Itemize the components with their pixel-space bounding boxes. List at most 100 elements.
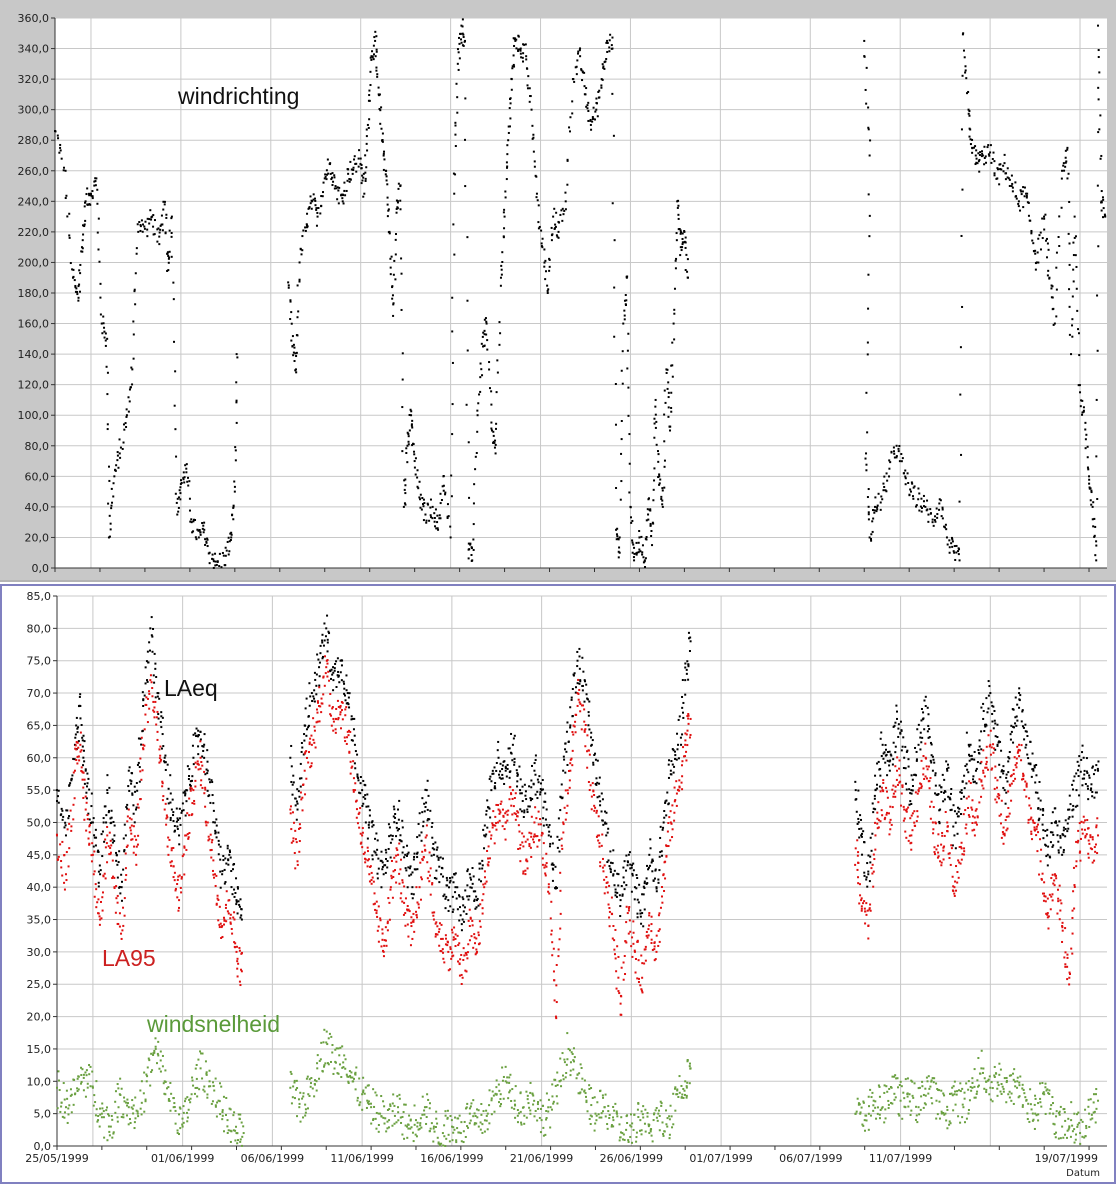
data-point: [630, 890, 633, 893]
data-point: [160, 747, 163, 750]
data-point: [481, 374, 484, 377]
data-point: [166, 251, 169, 254]
data-point: [326, 675, 329, 678]
data-point: [684, 241, 687, 244]
data-point: [427, 794, 430, 797]
data-point: [1042, 899, 1045, 902]
data-point: [663, 816, 666, 819]
data-point: [1007, 771, 1010, 774]
data-point: [975, 782, 978, 785]
data-point: [871, 509, 874, 512]
data-point: [534, 773, 537, 776]
data-point: [882, 482, 885, 485]
data-point: [223, 923, 226, 926]
data-point: [454, 891, 457, 894]
data-point: [349, 730, 352, 733]
data-point: [908, 493, 911, 496]
data-point: [1073, 775, 1076, 778]
data-point: [544, 872, 547, 875]
data-point: [152, 233, 155, 236]
data-point: [1040, 848, 1043, 851]
data-point: [213, 876, 216, 879]
data-point: [325, 666, 328, 669]
data-point: [636, 877, 639, 880]
data-point: [874, 774, 877, 777]
data-point: [348, 180, 351, 183]
data-point: [486, 339, 489, 342]
data-point: [170, 808, 173, 811]
data-point: [294, 352, 297, 355]
data-point: [615, 533, 618, 536]
data-point: [580, 728, 583, 731]
data-point: [601, 833, 604, 836]
data-point: [315, 721, 318, 724]
data-point: [547, 826, 550, 829]
data-point: [363, 851, 366, 854]
data-point: [513, 797, 516, 800]
data-point: [972, 775, 975, 778]
data-point: [450, 474, 453, 477]
data-point: [606, 41, 609, 44]
data-point: [210, 779, 213, 782]
data-point: [1071, 295, 1074, 298]
data-point: [1002, 826, 1005, 829]
data-point: [376, 848, 379, 851]
data-point: [574, 691, 577, 694]
data-point: [419, 498, 422, 501]
data-point: [671, 763, 674, 766]
data-point: [199, 756, 202, 759]
data-point: [554, 887, 557, 890]
data-point: [662, 821, 665, 824]
data-point: [1043, 217, 1046, 220]
data-point: [566, 789, 569, 792]
data-point: [632, 931, 635, 934]
data-point: [88, 842, 91, 845]
data-point: [868, 908, 871, 911]
data-point: [868, 214, 871, 217]
data-point: [153, 681, 156, 684]
data-point: [571, 715, 574, 718]
data-point: [121, 447, 124, 450]
data-point: [166, 763, 169, 766]
data-point: [528, 785, 531, 788]
data-point: [953, 834, 956, 837]
data-point: [920, 510, 923, 513]
data-point: [367, 126, 370, 129]
data-point: [1080, 758, 1083, 761]
data-point: [469, 916, 472, 919]
data-point: [1049, 841, 1052, 844]
data-point: [358, 791, 361, 794]
data-point: [113, 886, 116, 889]
data-point: [229, 856, 232, 859]
data-point: [292, 354, 295, 357]
data-point: [883, 751, 886, 754]
data-point: [867, 511, 870, 514]
data-point: [541, 778, 544, 781]
data-point: [81, 250, 84, 253]
data-point: [1030, 775, 1033, 778]
data-point: [308, 206, 311, 209]
data-point: [1055, 315, 1058, 318]
data-point: [77, 746, 80, 749]
data-point: [882, 790, 885, 793]
data-point: [290, 765, 293, 768]
data-point: [129, 386, 132, 389]
data-point: [465, 403, 468, 406]
data-point: [982, 702, 985, 705]
data-point: [946, 821, 949, 824]
data-point: [379, 917, 382, 920]
data-point: [1044, 213, 1047, 216]
data-point: [547, 890, 550, 893]
data-point: [341, 718, 344, 721]
data-point: [897, 450, 900, 453]
data-point: [942, 858, 945, 861]
data-point: [607, 827, 610, 830]
data-point: [106, 834, 109, 837]
data-point: [478, 867, 481, 870]
data-point: [296, 860, 299, 863]
data-point: [617, 990, 620, 993]
data-point: [1090, 787, 1093, 790]
data-point: [333, 667, 336, 670]
data-point: [512, 63, 515, 66]
data-point: [1075, 789, 1078, 792]
